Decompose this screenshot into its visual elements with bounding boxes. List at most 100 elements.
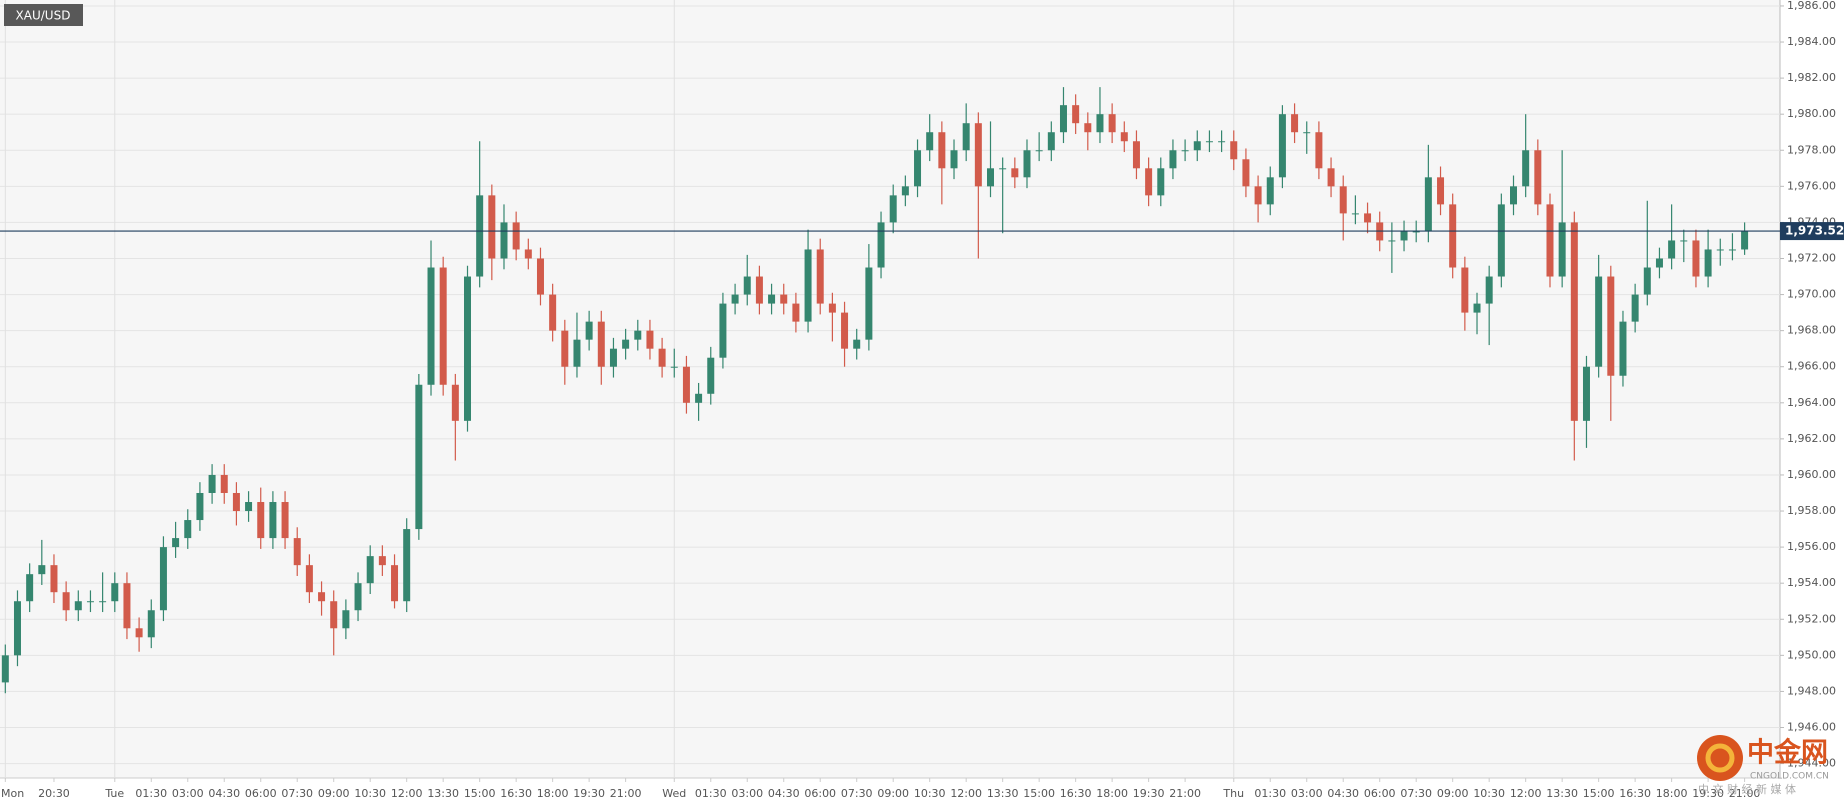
candle-body [1692, 240, 1700, 277]
watermark-logo-ring [1705, 743, 1735, 773]
candle-body [1266, 177, 1274, 205]
candle-body [999, 168, 1007, 170]
candle-body [1607, 276, 1615, 376]
candle-body [804, 249, 812, 322]
candle-body [585, 321, 593, 340]
candle-body [1108, 114, 1116, 133]
candle-body [1145, 168, 1153, 196]
y-tick-label: 1,976.00 [1787, 179, 1836, 192]
x-tick-label: 01:30 [695, 787, 727, 800]
candle-body [342, 610, 350, 629]
x-tick-label: 15:00 [464, 787, 496, 800]
x-tick-label: 20:30 [38, 787, 70, 800]
candle-body [974, 123, 982, 187]
watermark-brand: 中金网 [1747, 737, 1828, 769]
x-tick-label: 19:30 [1133, 787, 1165, 800]
x-tick-label: 06:00 [1364, 787, 1396, 800]
x-tick-label: 12:00 [1510, 787, 1542, 800]
candle-body [330, 601, 338, 629]
candle-body [938, 132, 946, 169]
x-tick-label: 19:30 [1692, 787, 1724, 800]
candle-body [536, 258, 544, 295]
watermark-site: CNGOLD.COM.CN [1750, 772, 1829, 782]
candle-body [609, 348, 617, 367]
x-tick-label: 12:00 [950, 787, 982, 800]
x-tick-label: 04:30 [1327, 787, 1359, 800]
x-tick-label: 13:30 [1546, 787, 1578, 800]
candle-body [658, 348, 666, 367]
candle-body [354, 583, 362, 611]
candle-body [391, 565, 399, 602]
y-tick-label: 1,980.00 [1787, 107, 1836, 120]
y-tick-label: 1,978.00 [1787, 143, 1836, 156]
candle-body [1072, 105, 1080, 124]
candle-body [293, 538, 301, 566]
candle-body [1291, 114, 1299, 133]
candle-body [269, 502, 277, 539]
candle-body [962, 123, 970, 151]
candle-body [318, 592, 326, 602]
candle-body [597, 321, 605, 367]
candle-body [622, 339, 630, 349]
y-tick-label: 1,964.00 [1787, 396, 1836, 409]
x-tick-label: 07:30 [841, 787, 873, 800]
x-tick-label: 16:30 [500, 787, 532, 800]
candle-body [1205, 141, 1213, 143]
candle-body [1339, 186, 1347, 214]
candle-body [123, 583, 131, 629]
candle-body [1546, 204, 1554, 277]
candle-body [682, 366, 690, 403]
candle-body [245, 502, 253, 512]
candle-body [1011, 168, 1019, 178]
candle-body [841, 312, 849, 349]
y-tick-label: 1,982.00 [1787, 71, 1836, 84]
x-tick-label: 16:30 [1619, 787, 1651, 800]
candle-body [1461, 267, 1469, 313]
candle-body [780, 294, 788, 304]
candle-body [62, 592, 70, 611]
candle-body [1643, 267, 1651, 295]
candle-body [1595, 276, 1603, 367]
candle-body [1704, 249, 1712, 277]
candle-body [1473, 303, 1481, 313]
x-tick-label: 13:30 [427, 787, 459, 800]
y-tick-label: 1,948.00 [1787, 684, 1836, 697]
symbol-box [4, 4, 83, 26]
watermark-tagline: 中 文 财 经 新 媒 体 [1698, 782, 1796, 796]
x-tick-label: 09:00 [1437, 787, 1469, 800]
candle-body [877, 222, 885, 268]
x-tick-label: 01:30 [135, 787, 167, 800]
candle-body [281, 502, 289, 539]
candle-body [1303, 132, 1311, 134]
y-tick-label: 1,984.00 [1787, 35, 1836, 48]
y-tick-label: 1,960.00 [1787, 468, 1836, 481]
candle-body [135, 628, 143, 638]
candle-body [366, 556, 374, 584]
candle-body [1132, 141, 1140, 169]
candle-body [111, 583, 119, 602]
x-tick-label: 15:00 [1023, 787, 1055, 800]
candle-body [1096, 114, 1104, 133]
candle-body [500, 222, 508, 259]
x-tick-label: 06:00 [245, 787, 277, 800]
candle-body [1388, 240, 1396, 242]
candle-body [1059, 105, 1067, 133]
y-tick-label: 1,966.00 [1787, 360, 1836, 373]
candle-body [1364, 213, 1372, 223]
candle-body [524, 249, 532, 259]
candle-body [1655, 258, 1663, 268]
candle-body [1218, 141, 1226, 143]
watermark-logo [1697, 735, 1743, 781]
x-tick-label: 03:00 [1291, 787, 1323, 800]
watermark: 中金网 CNGOLD.COM.CN 中 文 财 经 新 媒 体 [1697, 735, 1829, 796]
x-tick-label: 13:30 [987, 787, 1019, 800]
candle-body [232, 492, 240, 512]
candle-body [755, 276, 763, 304]
candle-body [305, 565, 313, 593]
candle-body [50, 565, 58, 593]
candle-body [74, 601, 82, 611]
candle-body [464, 276, 472, 421]
candle-body [378, 556, 386, 566]
candle-body [1084, 123, 1092, 133]
candle-body [1728, 249, 1736, 251]
